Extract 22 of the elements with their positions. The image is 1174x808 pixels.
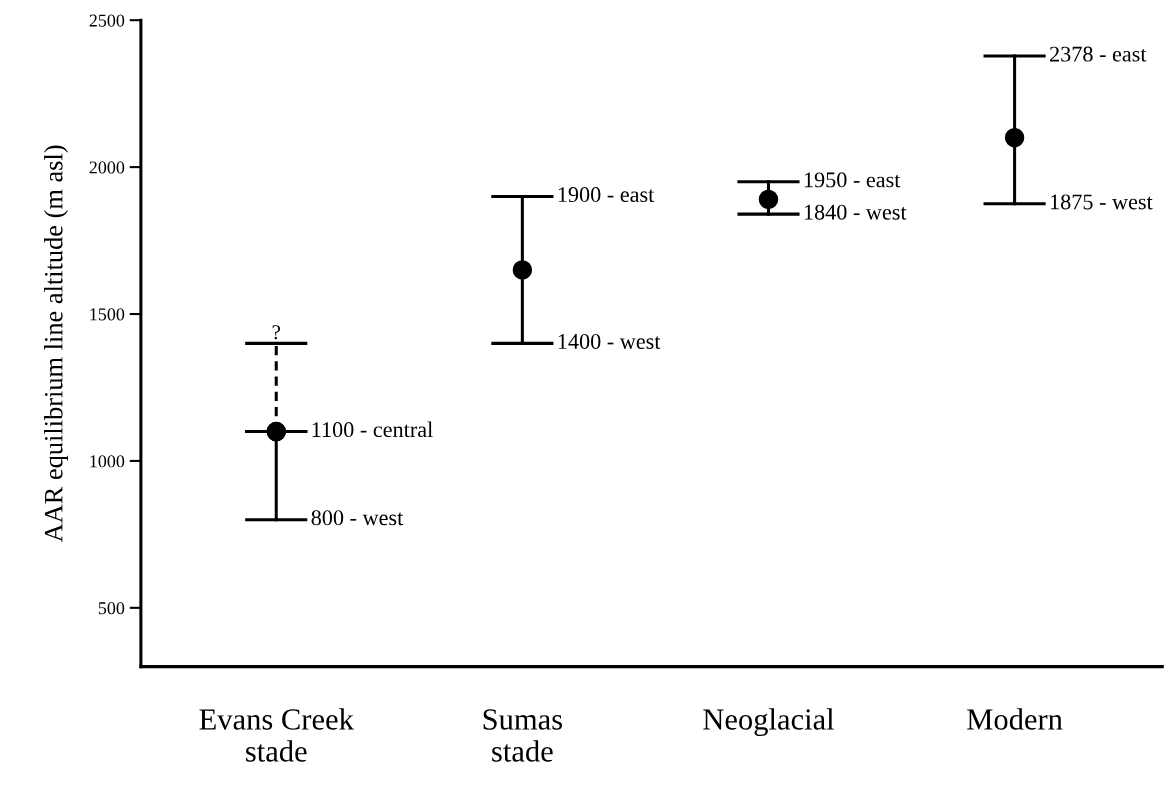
x-tick-label: Sumas stade — [483, 709, 562, 762]
x-tick-label: Evans Creek stade — [199, 708, 354, 762]
y-tick-label: 500 — [98, 602, 125, 615]
annotation: 1100 - central — [312, 421, 433, 438]
annotation: 800 - west — [311, 510, 404, 526]
point — [512, 260, 533, 280]
x-tick-label: Neoglacial — [703, 708, 835, 737]
y-tick-label: 2500 — [89, 14, 125, 27]
y-tick-label: 2000 — [89, 161, 125, 174]
annotation: 1875 - west — [1051, 194, 1153, 210]
point — [758, 189, 779, 210]
annotation: 1950 - east — [804, 172, 901, 188]
y-tick-label: 1500 — [90, 308, 125, 321]
annotation: ? — [272, 325, 281, 340]
y-tick-label: 1000 — [90, 455, 125, 468]
point — [1004, 128, 1025, 148]
annotation: 2378 - east — [1050, 46, 1147, 62]
y-axis-title: AAR equilibrium line altitude (m asl) — [44, 145, 68, 543]
x-tick-label: Modern — [967, 708, 1063, 730]
annotation: 1900 - east — [558, 187, 655, 203]
annotation: 1400 - west — [558, 333, 661, 349]
annotation: 1840 - west — [804, 204, 907, 220]
